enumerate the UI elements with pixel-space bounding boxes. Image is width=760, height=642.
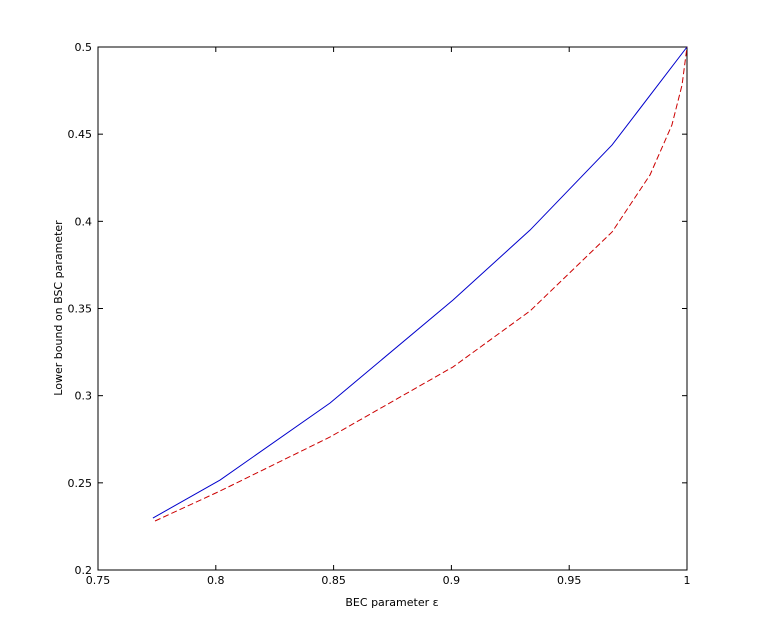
x-tick-label: 0.95 <box>557 574 582 587</box>
y-tick-label: 0.35 <box>68 303 93 316</box>
axes-box <box>97 46 688 571</box>
x-tick-label: 0.75 <box>86 574 111 587</box>
x-tick-label: 0.9 <box>443 574 461 587</box>
x-tick-label: 0.85 <box>321 574 346 587</box>
y-tick-label: 0.4 <box>75 215 93 228</box>
data-line <box>152 46 688 519</box>
y-axis-label: Lower bound on BSC parameter <box>52 220 65 396</box>
x-tick-label: 0.8 <box>207 574 225 587</box>
y-tick-label: 0.2 <box>75 564 93 577</box>
y-tick-label: 0.45 <box>68 128 93 141</box>
y-tick-label: 0.25 <box>68 477 93 490</box>
y-tick-label: 0.5 <box>75 41 93 54</box>
x-tick-label: 1 <box>684 574 691 587</box>
data-line <box>154 46 688 522</box>
y-tick-label: 0.3 <box>75 390 93 403</box>
x-axis-label: BEC parameter ε <box>345 596 438 609</box>
